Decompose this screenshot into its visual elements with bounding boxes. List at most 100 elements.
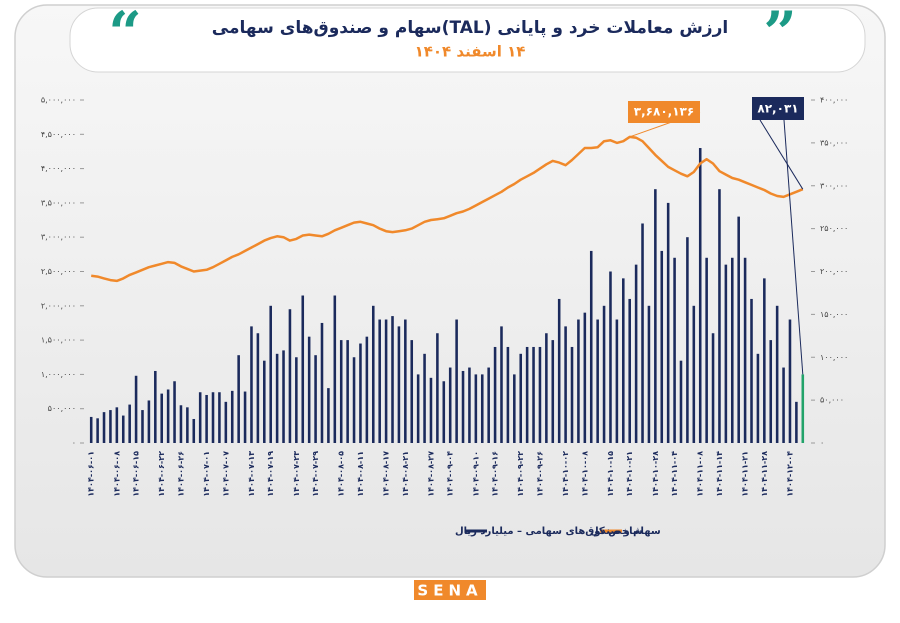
bar <box>480 374 484 443</box>
bar <box>134 375 138 443</box>
x-tick-label: ۱۴۰۴-۰۷-۲۳ <box>292 451 301 497</box>
bar <box>583 312 587 443</box>
bar <box>314 355 317 443</box>
bar <box>275 353 279 443</box>
bar <box>154 370 157 443</box>
bar <box>698 148 702 443</box>
bar <box>660 250 664 443</box>
bar <box>384 319 388 443</box>
bar <box>609 271 612 443</box>
bar <box>282 350 285 443</box>
bar <box>500 326 503 443</box>
bar <box>564 326 567 443</box>
x-tick-label: ۱۴۰۴-۱۱-۰۴ <box>670 451 679 497</box>
bar <box>743 257 747 443</box>
x-tick-label: ۱۴۰۴-۰۹-۱۶ <box>491 451 500 497</box>
bar <box>532 346 535 443</box>
bar <box>237 355 240 443</box>
bar <box>788 319 792 443</box>
y-tick-label: ۲,۵۰۰,۰۰۰ <box>41 267 76 276</box>
bar <box>121 415 125 443</box>
legend-label: شاخص کل <box>590 526 643 537</box>
y-tick-label: ۵۰۰,۰۰۰ <box>48 404 76 413</box>
bar <box>750 298 753 443</box>
y2-tick-label: ۱۵۰,۰۰۰ <box>820 310 848 319</box>
bar <box>801 374 805 443</box>
bar <box>301 295 305 443</box>
x-tick-label: ۱۴۰۴-۰۶-۱۵ <box>132 451 141 497</box>
quote-icon: “ <box>108 0 141 67</box>
bar <box>782 367 785 443</box>
chart-title: ارزش معاملات خرد و پایانی (TAL)سهام و صن… <box>212 18 728 38</box>
bar <box>109 410 112 443</box>
bar <box>763 278 766 443</box>
y2-tick-label: ۲۰۰,۰۰۰ <box>820 267 848 276</box>
bar <box>198 392 202 443</box>
bar <box>365 336 369 443</box>
x-tick-label: ۱۴۰۴-۰۸-۲۱ <box>401 451 410 497</box>
bar <box>295 357 298 443</box>
x-tick-label: ۱۴۰۴-۱۲-۰۴ <box>785 451 794 497</box>
bar <box>545 333 548 443</box>
bar <box>705 257 708 443</box>
x-tick-label: ۱۴۰۴-۱۱-۲۸ <box>760 451 769 497</box>
bar <box>224 401 228 443</box>
x-tick-label: ۱۴۰۴-۰۷-۱۹ <box>266 451 275 497</box>
bar <box>730 257 734 443</box>
bar <box>186 407 189 443</box>
bar <box>577 319 580 443</box>
bar <box>250 326 253 443</box>
bar <box>551 340 555 443</box>
bar <box>756 353 760 443</box>
bar <box>160 393 164 443</box>
x-tick-label: ۱۴۰۴-۰۶-۰۸ <box>112 451 121 497</box>
bar <box>243 391 247 443</box>
annotation-label: ۸۲,۰۳۱ <box>757 102 798 116</box>
bar <box>205 394 208 443</box>
bar <box>570 346 574 443</box>
logo-box <box>414 580 486 600</box>
bar <box>686 237 689 443</box>
bar <box>404 319 407 443</box>
bar <box>256 333 260 443</box>
annotation-label: ۳,۶۸۰,۱۳۶ <box>634 105 694 119</box>
bar <box>487 367 490 443</box>
x-tick-label: ۱۴۰۴-۰۹-۲۶ <box>535 451 544 497</box>
bar <box>602 305 606 443</box>
bar <box>102 412 106 443</box>
bar <box>557 298 561 443</box>
x-tick-label: ۱۴۰۴-۰۹-۱۰ <box>471 451 480 497</box>
x-tick-label: ۱۴۰۴-۰۷-۲۹ <box>311 451 320 497</box>
x-tick-label: ۱۴۰۴-۰۶-۲۲ <box>157 451 166 497</box>
legend-label: سهام و صندوق‌های سهامی – میلیارد ریال <box>455 526 661 537</box>
bar <box>288 309 292 443</box>
quote-icon: ” <box>763 0 796 67</box>
y-tick-label: ۴,۰۰۰,۰۰۰ <box>41 164 76 173</box>
bar <box>474 374 478 443</box>
bar <box>416 374 420 443</box>
bar <box>352 357 356 443</box>
y-tick-label: ۴,۵۰۰,۰۰۰ <box>41 130 76 139</box>
bar <box>615 319 619 443</box>
annotation-leader <box>759 119 804 190</box>
bar <box>641 223 644 443</box>
x-tick-label: ۱۴۰۴-۰۸-۱۱ <box>356 451 365 497</box>
x-tick-label: ۱۴۰۴-۰۸-۲۷ <box>426 451 435 497</box>
bar <box>307 336 311 443</box>
x-tick-label: ۱۴۰۴-۰۶-۲۶ <box>176 451 185 497</box>
y2-tick-label: ۱۰۰,۰۰۰ <box>820 353 848 362</box>
annotation-box <box>628 101 700 123</box>
bar <box>115 407 119 443</box>
x-tick-label: ۱۴۰۴-۰۸-۱۷ <box>382 451 391 497</box>
x-tick-label: ۱۴۰۴-۰۷-۰۱ <box>202 451 211 497</box>
bar <box>359 343 362 443</box>
x-tick-label: ۱۴۰۴-۰۸-۰۵ <box>337 451 346 497</box>
bar <box>192 418 196 443</box>
bar <box>391 316 394 443</box>
bar <box>230 390 234 443</box>
bar <box>724 264 728 443</box>
x-tick-label: ۱۴۰۴-۰۷-۰۷ <box>221 451 230 497</box>
bar <box>371 305 375 443</box>
bar <box>679 360 683 443</box>
y2-tick-label: ۲۵۰,۰۰۰ <box>820 224 848 233</box>
